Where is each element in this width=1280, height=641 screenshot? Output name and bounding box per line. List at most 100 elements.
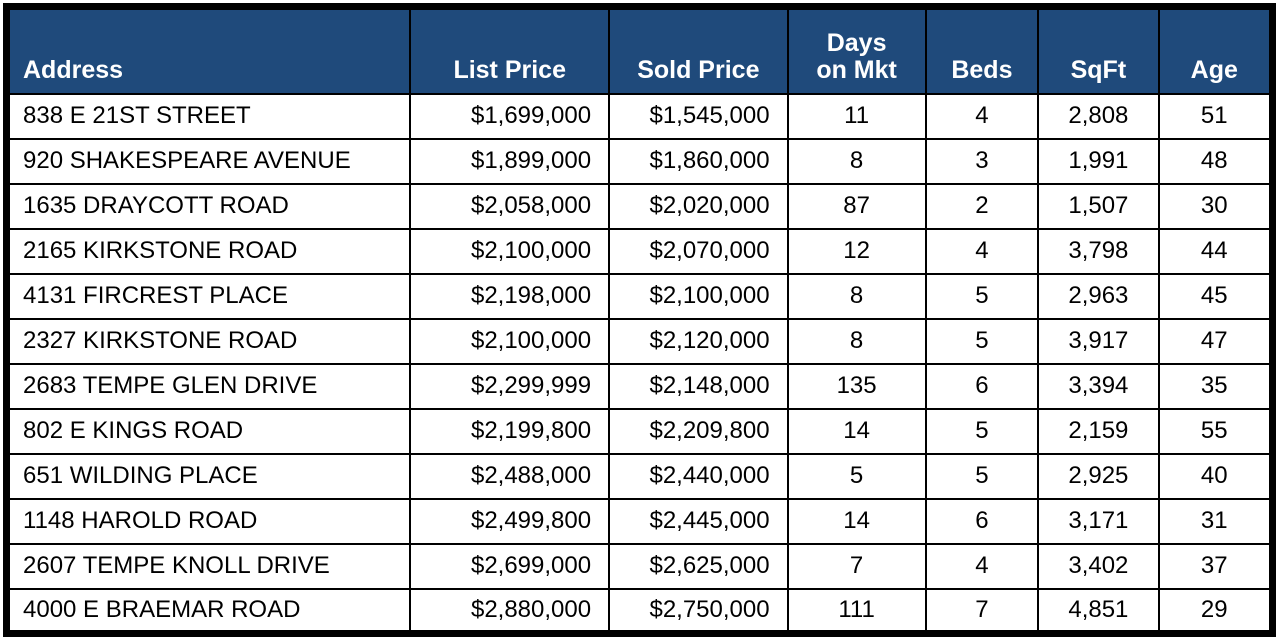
cell-days-on-mkt: 11 <box>786 92 927 140</box>
cell-sold-price: $1,545,000 <box>608 92 789 140</box>
cell-beds: 4 <box>924 542 1040 590</box>
cell-beds: 4 <box>924 92 1040 140</box>
cell-sold-price: $1,860,000 <box>608 137 789 185</box>
cell-days-on-mkt: 8 <box>786 272 927 320</box>
cell-address: 1635 DRAYCOTT ROAD <box>5 182 412 230</box>
cell-address: 2165 KIRKSTONE ROAD <box>5 227 412 275</box>
table-row: 2165 KIRKSTONE ROAD $2,100,000 $2,070,000 1… <box>5 227 1274 275</box>
cell-address: 920 SHAKESPEARE AVENUE <box>5 137 412 185</box>
cell-address: 2683 TEMPE GLEN DRIVE <box>5 362 412 410</box>
cell-list-price: $2,699,000 <box>409 542 611 590</box>
column-header-days-on-mkt: Days on Mkt <box>786 5 927 95</box>
cell-sqft: 3,917 <box>1037 317 1160 365</box>
cell-age: 29 <box>1157 587 1274 635</box>
table-row: 4000 E BRAEMAR ROAD $2,880,000 $2,750,000 1… <box>5 587 1274 635</box>
cell-sold-price: $2,209,800 <box>608 407 789 455</box>
cell-sold-price: $2,020,000 <box>608 182 789 230</box>
cell-days-on-mkt: 12 <box>786 227 927 275</box>
table-row: 651 WILDING PLACE $2,488,000 $2,440,000 5 5 2… <box>5 452 1274 500</box>
cell-list-price: $2,100,000 <box>409 227 611 275</box>
column-header-age: Age <box>1157 5 1274 95</box>
table-row: 920 SHAKESPEARE AVENUE $1,899,000 $1,860,0… <box>5 137 1274 185</box>
cell-sqft: 3,394 <box>1037 362 1160 410</box>
cell-list-price: $2,299,999 <box>409 362 611 410</box>
column-header-list-price: List Price <box>409 5 611 95</box>
cell-age: 30 <box>1157 182 1274 230</box>
table-row: 1148 HAROLD ROAD $2,499,800 $2,445,000 14 6 3… <box>5 497 1274 545</box>
cell-list-price: $2,058,000 <box>409 182 611 230</box>
column-header-sqft: SqFt <box>1037 5 1160 95</box>
table-row: 4131 FIRCREST PLACE $2,198,000 $2,100,000 8… <box>5 272 1274 320</box>
cell-sqft: 3,171 <box>1037 497 1160 545</box>
cell-sqft: 2,963 <box>1037 272 1160 320</box>
cell-age: 37 <box>1157 542 1274 590</box>
cell-sold-price: $2,100,000 <box>608 272 789 320</box>
cell-address: 838 E 21ST STREET <box>5 92 412 140</box>
cell-days-on-mkt: 111 <box>786 587 927 635</box>
column-header-sold-price: Sold Price <box>608 5 789 95</box>
cell-address: 2327 KIRKSTONE ROAD <box>5 317 412 365</box>
cell-sqft: 4,851 <box>1037 587 1160 635</box>
cell-list-price: $2,100,000 <box>409 317 611 365</box>
cell-address: 4131 FIRCREST PLACE <box>5 272 412 320</box>
cell-beds: 7 <box>924 587 1040 635</box>
cell-list-price: $1,699,000 <box>409 92 611 140</box>
cell-address: 2607 TEMPE KNOLL DRIVE <box>5 542 412 590</box>
cell-address: 802 E KINGS ROAD <box>5 407 412 455</box>
column-header-beds: Beds <box>924 5 1040 95</box>
cell-sold-price: $2,148,000 <box>608 362 789 410</box>
cell-beds: 5 <box>924 317 1040 365</box>
cell-sqft: 2,808 <box>1037 92 1160 140</box>
table-row: 838 E 21ST STREET $1,699,000 $1,545,000 11 4… <box>5 92 1274 140</box>
cell-sqft: 2,925 <box>1037 452 1160 500</box>
cell-age: 35 <box>1157 362 1274 410</box>
cell-beds: 3 <box>924 137 1040 185</box>
cell-days-on-mkt: 14 <box>786 407 927 455</box>
cell-days-on-mkt: 14 <box>786 497 927 545</box>
header-row: Address List Price Sold Price Days on Mk… <box>5 5 1274 95</box>
cell-beds: 5 <box>924 272 1040 320</box>
cell-days-on-mkt: 7 <box>786 542 927 590</box>
cell-sqft: 1,507 <box>1037 182 1160 230</box>
cell-age: 47 <box>1157 317 1274 365</box>
cell-age: 45 <box>1157 272 1274 320</box>
cell-address: 4000 E BRAEMAR ROAD <box>5 587 412 635</box>
cell-sqft: 2,159 <box>1037 407 1160 455</box>
table-row: 1635 DRAYCOTT ROAD $2,058,000 $2,020,000 87… <box>5 182 1274 230</box>
cell-beds: 4 <box>924 227 1040 275</box>
cell-age: 31 <box>1157 497 1274 545</box>
cell-sold-price: $2,625,000 <box>608 542 789 590</box>
cell-beds: 6 <box>924 362 1040 410</box>
cell-list-price: $2,488,000 <box>409 452 611 500</box>
cell-age: 51 <box>1157 92 1274 140</box>
cell-sold-price: $2,440,000 <box>608 452 789 500</box>
cell-beds: 5 <box>924 452 1040 500</box>
cell-sqft: 3,798 <box>1037 227 1160 275</box>
cell-sold-price: $2,750,000 <box>608 587 789 635</box>
cell-sold-price: $2,445,000 <box>608 497 789 545</box>
cell-sqft: 1,991 <box>1037 137 1160 185</box>
cell-list-price: $2,199,800 <box>409 407 611 455</box>
table-row: 2607 TEMPE KNOLL DRIVE $2,699,000 $2,625,0… <box>5 542 1274 590</box>
cell-age: 44 <box>1157 227 1274 275</box>
cell-list-price: $2,198,000 <box>409 272 611 320</box>
cell-days-on-mkt: 87 <box>786 182 927 230</box>
cell-list-price: $2,499,800 <box>409 497 611 545</box>
table-row: 2683 TEMPE GLEN DRIVE $2,299,999 $2,148,00… <box>5 362 1274 410</box>
cell-beds: 5 <box>924 407 1040 455</box>
sold-listings-table: Address List Price Sold Price Days on Mk… <box>3 3 1276 637</box>
cell-beds: 2 <box>924 182 1040 230</box>
cell-list-price: $1,899,000 <box>409 137 611 185</box>
cell-age: 55 <box>1157 407 1274 455</box>
cell-days-on-mkt: 8 <box>786 317 927 365</box>
table-row: 2327 KIRKSTONE ROAD $2,100,000 $2,120,000 8… <box>5 317 1274 365</box>
cell-beds: 6 <box>924 497 1040 545</box>
cell-age: 48 <box>1157 137 1274 185</box>
cell-address: 651 WILDING PLACE <box>5 452 412 500</box>
cell-sqft: 3,402 <box>1037 542 1160 590</box>
cell-sold-price: $2,120,000 <box>608 317 789 365</box>
cell-sold-price: $2,070,000 <box>608 227 789 275</box>
cell-days-on-mkt: 5 <box>786 452 927 500</box>
cell-list-price: $2,880,000 <box>409 587 611 635</box>
